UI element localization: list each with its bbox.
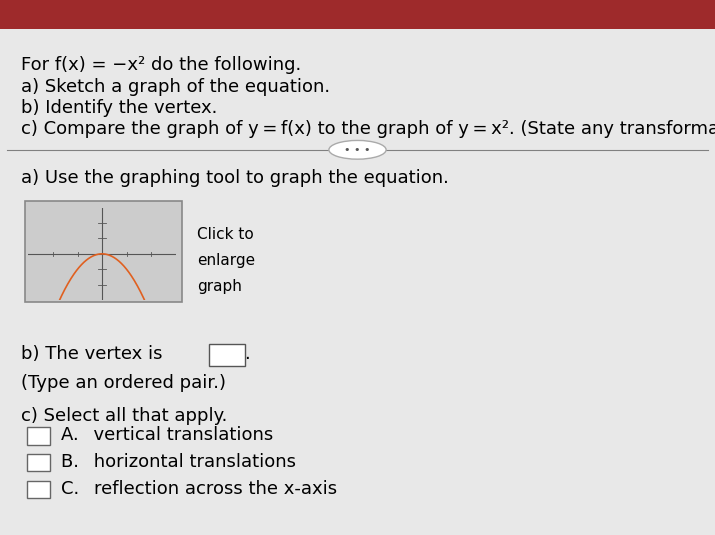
Text: .: . xyxy=(244,345,250,363)
Text: b) Identify the vertex.: b) Identify the vertex. xyxy=(21,99,218,117)
Text: a) Use the graphing tool to graph the equation.: a) Use the graphing tool to graph the eq… xyxy=(21,169,449,187)
FancyBboxPatch shape xyxy=(0,0,715,29)
Text: graph: graph xyxy=(197,279,242,294)
Text: c) Compare the graph of y = f(x) to the graph of y = x². (State any transformati: c) Compare the graph of y = f(x) to the … xyxy=(21,120,715,139)
Text: (Type an ordered pair.): (Type an ordered pair.) xyxy=(21,374,227,393)
FancyBboxPatch shape xyxy=(25,201,182,302)
Text: • • •: • • • xyxy=(344,145,371,155)
Text: For f(x) = −x² do the following.: For f(x) = −x² do the following. xyxy=(21,56,302,74)
Text: A.  vertical translations: A. vertical translations xyxy=(61,426,274,444)
Text: Click to: Click to xyxy=(197,227,253,242)
FancyBboxPatch shape xyxy=(27,427,50,445)
FancyBboxPatch shape xyxy=(27,454,50,471)
Text: C.  reflection across the x-axis: C. reflection across the x-axis xyxy=(61,480,337,498)
FancyBboxPatch shape xyxy=(27,481,50,498)
Text: enlarge: enlarge xyxy=(197,253,255,268)
Text: b) The vertex is: b) The vertex is xyxy=(21,345,163,363)
Ellipse shape xyxy=(329,140,386,159)
Text: a) Sketch a graph of the equation.: a) Sketch a graph of the equation. xyxy=(21,78,330,96)
Text: c) Select all that apply.: c) Select all that apply. xyxy=(21,407,228,425)
Text: B.  horizontal translations: B. horizontal translations xyxy=(61,453,297,471)
FancyBboxPatch shape xyxy=(209,344,245,366)
